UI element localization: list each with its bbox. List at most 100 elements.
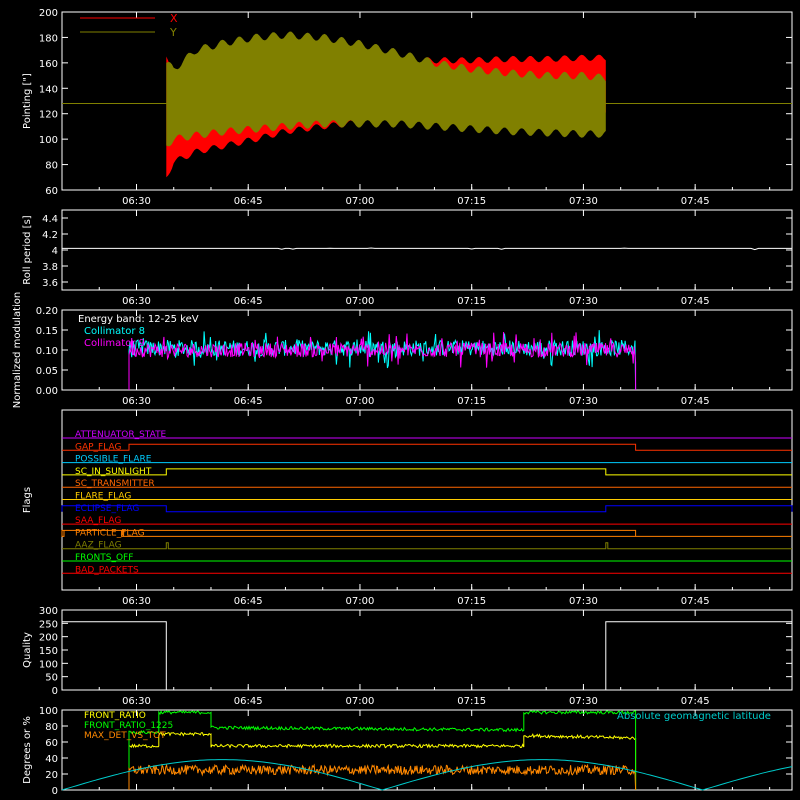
- y-tick-label: 200: [39, 633, 58, 644]
- y-axis-label: Pointing ["]: [22, 73, 33, 129]
- legend-label: X: [170, 12, 178, 25]
- x-tick-label: 07:30: [569, 296, 598, 307]
- y-tick-label: 0: [52, 786, 58, 797]
- x-tick-label: 07:30: [569, 696, 598, 707]
- y-tick-label: 160: [39, 59, 58, 70]
- flag-line-aaz-flag: [62, 542, 792, 550]
- x-tick-label: 07:30: [569, 596, 598, 607]
- flag-label: AAZ_FLAG: [75, 541, 122, 551]
- roll-period-line: [62, 247, 792, 251]
- y-tick-label: 200: [39, 8, 58, 19]
- x-tick-label: 07:00: [346, 696, 375, 707]
- legend-label: Collimator 8: [84, 326, 145, 337]
- y-tick-label: 150: [39, 646, 58, 657]
- y-tick-label: 0.15: [36, 326, 58, 337]
- y-tick-label: 0: [52, 686, 58, 697]
- x-tick-label: 07:45: [681, 196, 710, 207]
- ratio-line-front-ratio-1225: [128, 709, 637, 790]
- y-tick-label: 80: [45, 161, 58, 172]
- x-tick-label: 06:45: [234, 396, 263, 407]
- flag-label: SAA_FLAG: [75, 516, 121, 526]
- legend-label: Y: [169, 26, 177, 39]
- y-tick-label: 100: [39, 706, 58, 717]
- x-tick-label: 06:30: [122, 296, 151, 307]
- x-tick-label: 07:00: [346, 296, 375, 307]
- flag-label: BAD_PACKETS: [75, 565, 139, 575]
- y-tick-label: 180: [39, 33, 58, 44]
- ratio-line-max-det-vs-tot: [128, 763, 637, 791]
- y-tick-label: 250: [39, 619, 58, 630]
- flag-line-sc-in-sunlight: [62, 468, 792, 476]
- x-tick-label: 06:30: [122, 396, 151, 407]
- legend-label: Collimator 9: [84, 338, 145, 349]
- y-tick-label: 0.00: [36, 386, 58, 397]
- y-tick-label: 120: [39, 110, 58, 121]
- y-tick-label: 60: [45, 186, 58, 197]
- y-axis-label: Roll period [s]: [22, 215, 33, 284]
- y-tick-label: 80: [45, 722, 58, 733]
- x-tick-label: 07:00: [346, 396, 375, 407]
- modulation-collimator-8: [128, 330, 637, 391]
- x-tick-label: 06:30: [122, 196, 151, 207]
- y-tick-label: 0.10: [36, 346, 58, 357]
- legend-label: FRONT_RATIO: [84, 711, 146, 721]
- x-tick-label: 06:45: [234, 696, 263, 707]
- x-tick-label: 07:00: [346, 596, 375, 607]
- flag-label: FLARE_FLAG: [75, 492, 131, 502]
- ratio-line-absolute-geomagnetic-latitude: [61, 759, 793, 791]
- flag-label: FRONTS_OFF: [75, 553, 133, 563]
- y-tick-label: 50: [45, 673, 58, 684]
- y-tick-label: 0.05: [36, 366, 58, 377]
- legend-label: FRONT_RATIO_1225: [84, 721, 173, 731]
- y-axis-label-group: Normalized modulation: [12, 292, 23, 409]
- flag-label: SC_TRANSMITTER: [75, 479, 155, 489]
- x-tick-label: 06:45: [234, 596, 263, 607]
- flag-label: ECLIPSE_FLAG: [75, 504, 139, 514]
- flag-line-gap-flag: [62, 443, 792, 451]
- y-axis-label: Flags: [22, 487, 33, 513]
- x-tick-label: 07:15: [457, 296, 486, 307]
- panel-frame-roll: [61, 209, 793, 291]
- x-tick-label: 06:45: [234, 196, 263, 207]
- y-tick-label: 100: [39, 135, 58, 146]
- quality-line: [62, 621, 792, 691]
- flag-line-particle-flag: [61, 529, 792, 537]
- y-tick-label: 300: [39, 606, 58, 617]
- flag-label: SC_IN_SUNLIGHT: [75, 467, 152, 477]
- x-tick-label: 07:45: [681, 596, 710, 607]
- x-tick-label: 07:45: [681, 396, 710, 407]
- x-tick-label: 06:30: [122, 596, 151, 607]
- y-tick-label: 3.8: [42, 262, 58, 273]
- x-tick-label: 06:45: [234, 296, 263, 307]
- flag-label: ATTENUATOR_STATE: [75, 430, 167, 440]
- x-tick-label: 07:00: [346, 196, 375, 207]
- x-tick-label: 07:45: [681, 696, 710, 707]
- flag-label: PARTICLE_FLAG: [75, 528, 145, 538]
- y-tick-label: 40: [45, 754, 58, 765]
- y-tick-label: 4.4: [42, 214, 58, 225]
- y-tick-label: 0.20: [36, 306, 58, 317]
- y-tick-label: 60: [45, 738, 58, 749]
- y-tick-label: 100: [39, 659, 58, 670]
- pointing-band-y: [166, 31, 606, 147]
- x-tick-label: 06:30: [122, 696, 151, 707]
- y-tick-label: 3.6: [42, 278, 58, 289]
- y-tick-label: 20: [45, 770, 58, 781]
- legend-label: MAX_DET_VS_TOT: [84, 731, 166, 741]
- flag-label: GAP_FLAG: [75, 442, 121, 452]
- x-tick-label: 07:15: [457, 596, 486, 607]
- panel-frame-pointing: [61, 11, 793, 191]
- x-tick-label: 07:15: [457, 396, 486, 407]
- x-tick-label: 07:15: [457, 696, 486, 707]
- y-axis-label: Normalized modulation: [12, 292, 23, 409]
- geomagnetic-latitude-label: Absolute geomagnetic latitude: [617, 711, 771, 722]
- modulation-collimator-9: [128, 331, 637, 390]
- x-tick-label: 07:30: [569, 396, 598, 407]
- ratio-line-front-ratio: [128, 731, 637, 790]
- x-tick-label: 07:45: [681, 296, 710, 307]
- x-tick-label: 07:30: [569, 196, 598, 207]
- y-tick-label: 4.2: [42, 230, 58, 241]
- energy-band-annotation: Energy band: 12-25 keV: [78, 314, 199, 325]
- y-axis-label: Quality: [22, 632, 33, 668]
